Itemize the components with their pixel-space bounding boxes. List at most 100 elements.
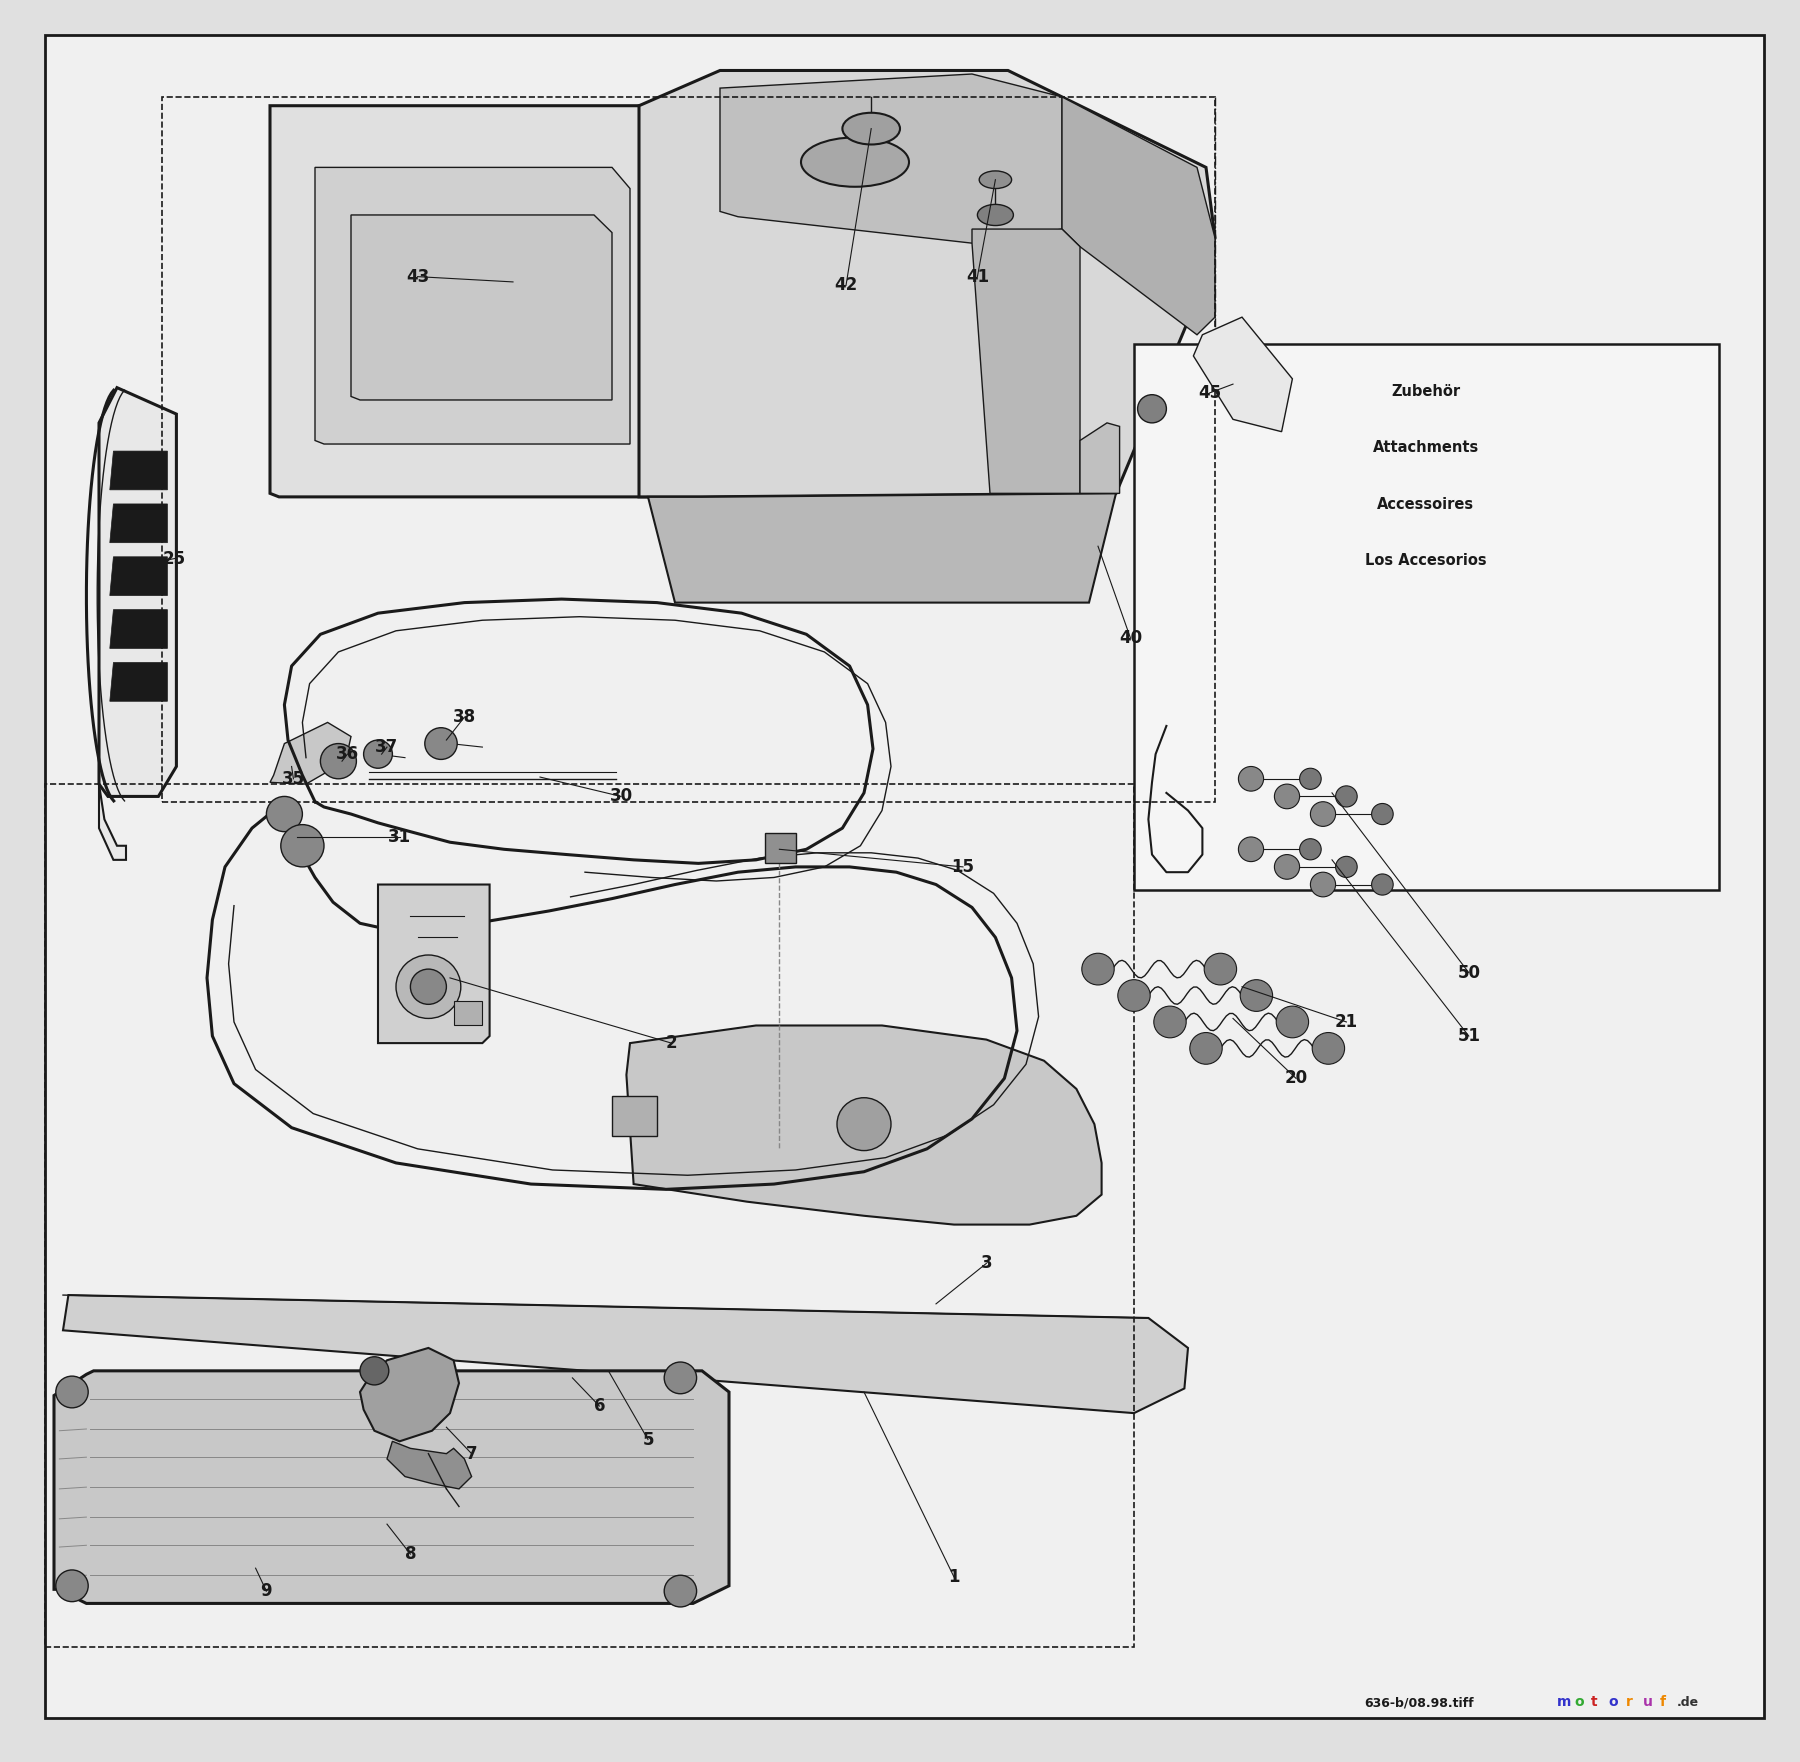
Ellipse shape	[842, 113, 900, 144]
Circle shape	[1274, 784, 1300, 809]
Text: 42: 42	[835, 277, 857, 294]
Text: 43: 43	[407, 268, 428, 285]
Circle shape	[396, 955, 461, 1018]
Circle shape	[1204, 953, 1237, 985]
Ellipse shape	[837, 1098, 891, 1151]
Circle shape	[1372, 803, 1393, 825]
Polygon shape	[648, 493, 1116, 603]
Circle shape	[1312, 1033, 1345, 1064]
Circle shape	[1238, 766, 1264, 791]
Circle shape	[266, 796, 302, 832]
Polygon shape	[1193, 317, 1292, 432]
Text: 1: 1	[949, 1568, 959, 1586]
Text: 25: 25	[164, 550, 185, 567]
Text: 636-b/08.98.tiff: 636-b/08.98.tiff	[1364, 1697, 1474, 1709]
Circle shape	[1276, 1006, 1309, 1038]
Circle shape	[1336, 856, 1357, 877]
Circle shape	[664, 1362, 697, 1394]
Polygon shape	[454, 1001, 482, 1025]
Polygon shape	[110, 663, 167, 701]
Circle shape	[320, 744, 356, 779]
Circle shape	[281, 825, 324, 867]
Text: Attachments: Attachments	[1372, 440, 1480, 456]
Text: 20: 20	[1285, 1070, 1307, 1087]
Text: 30: 30	[610, 788, 632, 805]
Polygon shape	[99, 784, 126, 860]
Polygon shape	[351, 215, 612, 400]
Circle shape	[1300, 839, 1321, 860]
Text: o: o	[1573, 1695, 1584, 1709]
Text: 40: 40	[1120, 629, 1141, 647]
Circle shape	[56, 1376, 88, 1408]
Circle shape	[1240, 980, 1273, 1011]
Polygon shape	[270, 722, 351, 784]
Polygon shape	[110, 504, 167, 543]
Polygon shape	[639, 70, 1215, 497]
Text: 5: 5	[643, 1431, 653, 1448]
Polygon shape	[110, 610, 167, 648]
Circle shape	[364, 740, 392, 768]
Polygon shape	[720, 74, 1062, 243]
Bar	[162, 97, 1215, 802]
Text: 50: 50	[1458, 964, 1480, 981]
Circle shape	[1336, 786, 1357, 807]
Circle shape	[1118, 980, 1150, 1011]
Circle shape	[1138, 395, 1166, 423]
Polygon shape	[110, 557, 167, 596]
Text: u: u	[1642, 1695, 1652, 1709]
Text: 45: 45	[1199, 384, 1220, 402]
Text: r: r	[1625, 1695, 1633, 1709]
Polygon shape	[765, 833, 796, 863]
Circle shape	[1310, 802, 1336, 826]
Bar	[1134, 344, 1719, 890]
Text: 6: 6	[594, 1397, 605, 1415]
Text: 15: 15	[952, 858, 974, 876]
Text: 2: 2	[666, 1034, 677, 1052]
Text: f: f	[1660, 1695, 1665, 1709]
Text: m: m	[1557, 1695, 1571, 1709]
Polygon shape	[612, 1096, 657, 1136]
Text: 35: 35	[283, 770, 304, 788]
Circle shape	[1082, 953, 1114, 985]
Circle shape	[1310, 872, 1336, 897]
Text: o: o	[1609, 1695, 1618, 1709]
Polygon shape	[387, 1441, 472, 1489]
Bar	[45, 784, 1134, 1647]
Text: 38: 38	[454, 708, 475, 726]
Text: 21: 21	[1336, 1013, 1357, 1031]
Text: 7: 7	[466, 1445, 477, 1462]
Text: 37: 37	[376, 738, 398, 756]
Circle shape	[664, 1575, 697, 1607]
Text: 3: 3	[981, 1255, 992, 1272]
Circle shape	[410, 969, 446, 1004]
Polygon shape	[1062, 97, 1215, 335]
Circle shape	[1190, 1033, 1222, 1064]
Ellipse shape	[979, 171, 1012, 189]
Text: 41: 41	[967, 268, 988, 285]
Circle shape	[56, 1570, 88, 1602]
Circle shape	[425, 728, 457, 759]
Text: Zubehör: Zubehör	[1391, 384, 1460, 400]
Polygon shape	[270, 106, 666, 497]
Polygon shape	[360, 1348, 459, 1441]
Polygon shape	[378, 885, 490, 1043]
Polygon shape	[1080, 423, 1120, 493]
Text: t: t	[1591, 1695, 1598, 1709]
Polygon shape	[99, 388, 176, 796]
Text: 51: 51	[1458, 1027, 1480, 1045]
Polygon shape	[63, 1295, 1188, 1413]
Ellipse shape	[801, 137, 909, 187]
Ellipse shape	[977, 204, 1013, 226]
Text: 36: 36	[337, 745, 358, 763]
Text: Accessoires: Accessoires	[1377, 497, 1474, 513]
Text: .de: .de	[1678, 1697, 1699, 1709]
Polygon shape	[626, 1025, 1102, 1225]
Circle shape	[1300, 768, 1321, 789]
Circle shape	[1372, 874, 1393, 895]
Circle shape	[1274, 855, 1300, 879]
Polygon shape	[315, 167, 630, 444]
Circle shape	[1154, 1006, 1186, 1038]
Text: 9: 9	[261, 1582, 272, 1600]
Text: 8: 8	[405, 1545, 416, 1563]
Text: 31: 31	[389, 828, 410, 846]
